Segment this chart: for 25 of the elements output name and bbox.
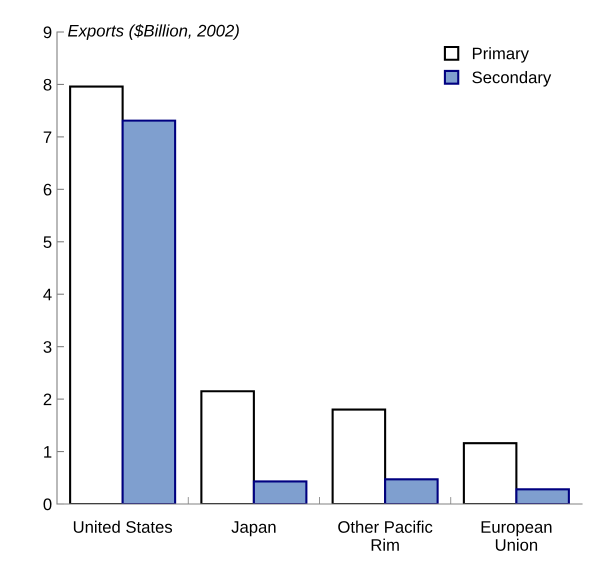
y-tick-label: 7 <box>44 131 52 143</box>
y-tick-label: 0 <box>44 498 52 510</box>
y-tick-label: 1 <box>44 446 52 458</box>
x-tick-label: Japan <box>231 521 276 536</box>
y-tick-label: 8 <box>44 78 52 91</box>
bar <box>515 488 570 504</box>
bar <box>69 85 124 504</box>
y-tick-label: 9 <box>44 26 52 38</box>
bar <box>252 480 308 504</box>
y-tick-label: 5 <box>44 236 52 248</box>
y-tick-label: 6 <box>44 184 52 196</box>
legend-label: Secondary <box>472 71 552 87</box>
x-tick-label: Other Pacific Rim <box>338 520 432 551</box>
x-tick-label: United States <box>74 520 172 533</box>
chart-title: Exports ($Billion, 2002) <box>68 24 239 40</box>
y-tick-label: 2 <box>44 394 52 406</box>
y-tick-label: 3 <box>44 341 52 353</box>
legend-label: Primary <box>472 47 529 63</box>
bar <box>122 120 176 504</box>
bar <box>332 408 386 504</box>
bar <box>462 442 518 504</box>
bar <box>200 390 255 504</box>
x-tick-label: European Union <box>482 521 552 551</box>
y-tick-label: 4 <box>43 288 52 300</box>
bar <box>384 478 439 504</box>
